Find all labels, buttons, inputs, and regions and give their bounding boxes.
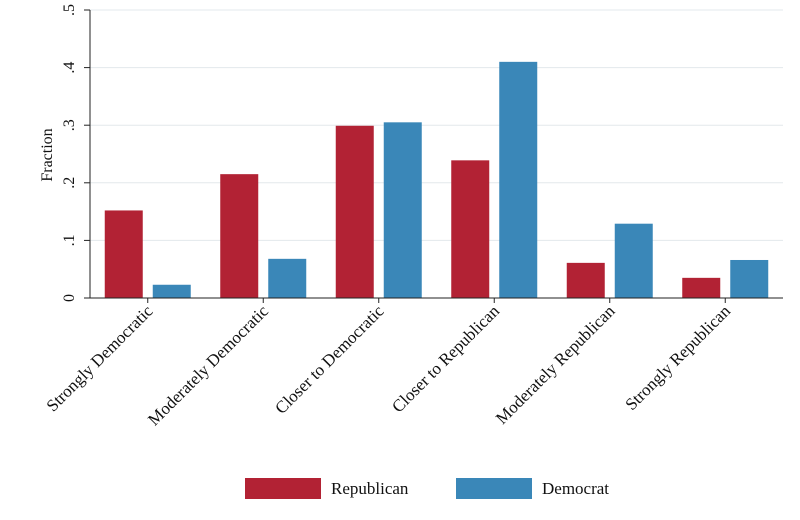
bar-republican bbox=[566, 262, 605, 298]
legend-label-republican: Republican bbox=[331, 479, 409, 498]
y-tick-label: 0 bbox=[61, 294, 78, 302]
y-tick-label: .4 bbox=[61, 62, 78, 74]
x-tick-label: Closer to Democratic bbox=[271, 301, 388, 418]
bar-republican bbox=[335, 125, 374, 298]
y-tick-label: .5 bbox=[61, 4, 78, 16]
legend-swatch-republican bbox=[245, 478, 321, 499]
bar-democrat bbox=[730, 259, 769, 298]
x-tick-label: Strongly Democratic bbox=[43, 301, 157, 415]
bar-republican bbox=[104, 210, 143, 298]
bars bbox=[104, 61, 769, 299]
gridlines bbox=[90, 9, 783, 241]
y-tick-label: .1 bbox=[61, 234, 78, 246]
y-tick-label: .2 bbox=[61, 177, 78, 189]
y-tick-label: .3 bbox=[61, 119, 78, 131]
y-axis-label: Fraction bbox=[39, 128, 56, 181]
legend-label-democrat: Democrat bbox=[542, 479, 609, 498]
bar-republican bbox=[220, 174, 259, 298]
x-tick-label: Moderately Democratic bbox=[144, 301, 272, 429]
bar-democrat bbox=[614, 223, 653, 298]
bar-democrat bbox=[383, 122, 422, 298]
legend-swatch-democrat bbox=[456, 478, 532, 499]
bar-democrat bbox=[152, 284, 191, 298]
bar-democrat bbox=[268, 258, 307, 298]
bar-republican bbox=[682, 277, 721, 298]
x-tick-label: Moderately Republican bbox=[492, 301, 619, 428]
x-tick-label: Strongly Republican bbox=[621, 301, 734, 414]
legend: Republican Democrat bbox=[245, 478, 609, 499]
bar-republican bbox=[451, 160, 490, 298]
bar-democrat bbox=[499, 61, 538, 299]
x-tick-label: Closer to Republican bbox=[388, 301, 503, 416]
